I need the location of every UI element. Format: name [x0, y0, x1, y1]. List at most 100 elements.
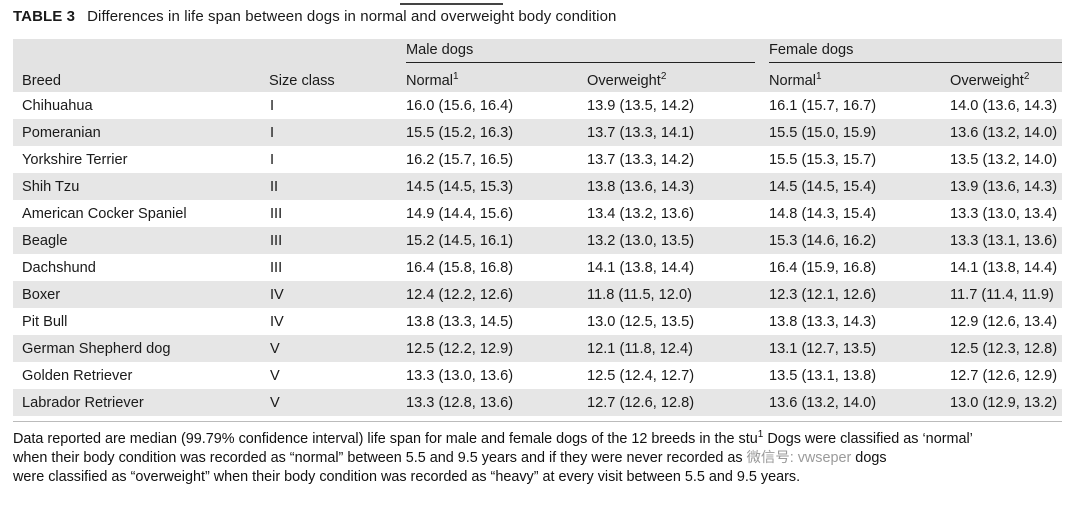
- table-header: Male dogs Female dogs Breed Size class N…: [13, 39, 1062, 92]
- footnote-line: Data reported are median (99.79% confide…: [13, 429, 973, 448]
- breed-cell: Shih Tzu: [13, 173, 260, 200]
- female-overweight-cell: 14.1 (13.8, 14.4): [950, 259, 1058, 276]
- breed-cell: Boxer: [13, 281, 260, 308]
- male-normal-cell: 14.5 (14.5, 15.3): [397, 173, 578, 200]
- breed-cell: Pomeranian: [13, 119, 260, 146]
- footnote-line: were classified as “overweight” when the…: [13, 469, 801, 485]
- female-group-rule: [769, 62, 1062, 63]
- table-title: Differences in life span between dogs in…: [87, 8, 617, 25]
- male-group-rule: [406, 62, 755, 63]
- female-overweight-cell: 13.3 (13.0, 13.4): [950, 205, 1058, 222]
- male-normal-cell: 12.5 (12.2, 12.9): [397, 335, 578, 362]
- size-class-cell: V: [270, 367, 280, 384]
- table-row: Dachshund III 16.4 (15.8, 16.8) 14.1 (13…: [13, 254, 1062, 281]
- male-overweight-cell: 12.1 (11.8, 12.4): [578, 335, 760, 362]
- female-overweight-cell: 12.7 (12.6, 12.9): [950, 367, 1058, 384]
- female-normal-cell: 13.8 (13.3, 14.3): [769, 313, 877, 330]
- table-row: Pit Bull IV 13.8 (13.3, 14.5) 13.0 (12.5…: [13, 308, 1062, 335]
- male-normal-cell: 13.3 (12.8, 13.6): [397, 389, 578, 416]
- breed-cell: Labrador Retriever: [13, 389, 260, 416]
- female-overweight-cell: 13.5 (13.2, 14.0): [950, 151, 1058, 168]
- male-overweight-cell: 13.0 (12.5, 13.5): [587, 313, 695, 330]
- male-overweight-cell: 13.7 (13.3, 14.2): [587, 151, 695, 168]
- female-overweight-column-header: Overweight2: [941, 65, 1062, 92]
- table-row: Labrador Retriever V 13.3 (12.8, 13.6) 1…: [13, 389, 1062, 416]
- male-normal-cell: 15.5 (15.2, 16.3): [397, 119, 578, 146]
- size-class-cell: I: [270, 97, 275, 114]
- female-normal-cell: 13.5 (13.1, 13.8): [769, 367, 877, 384]
- female-normal-cell: 12.3 (12.1, 12.6): [760, 281, 941, 308]
- female-overweight-cell: 12.5 (12.3, 12.8): [941, 335, 1062, 362]
- female-normal-cell: 16.4 (15.9, 16.8): [769, 259, 877, 276]
- breed-cell: Chihuahua: [22, 97, 93, 114]
- size-class-cell: V: [260, 335, 397, 362]
- female-normal-cell: 14.5 (14.5, 15.4): [760, 173, 941, 200]
- male-overweight-cell: 12.5 (12.4, 12.7): [587, 367, 695, 384]
- male-overweight-cell: 11.8 (11.5, 12.0): [578, 281, 760, 308]
- female-normal-cell: 14.8 (14.3, 15.4): [769, 205, 877, 222]
- lifespan-table: Male dogs Female dogs Breed Size class N…: [13, 39, 1062, 416]
- table-body: Chihuahua I 16.0 (15.6, 16.4) 13.9 (13.5…: [13, 92, 1062, 416]
- male-dogs-group-header: Male dogs: [397, 39, 760, 65]
- breed-cell: Beagle: [13, 227, 260, 254]
- breed-cell: Dachshund: [22, 259, 96, 276]
- size-class-cell: III: [260, 227, 397, 254]
- table-bottom-rule: [13, 421, 1062, 422]
- male-dogs-label: Male dogs: [406, 42, 474, 58]
- size-class-cell: III: [270, 205, 283, 222]
- size-class-cell: IV: [260, 281, 397, 308]
- table-row: Beagle III 15.2 (14.5, 16.1) 13.2 (13.0,…: [13, 227, 1062, 254]
- breed-cell: German Shepherd dog: [13, 335, 260, 362]
- breed-cell: American Cocker Spaniel: [22, 205, 187, 222]
- size-class-cell: I: [260, 119, 397, 146]
- female-normal-cell: 15.3 (14.6, 16.2): [760, 227, 941, 254]
- table-row: Yorkshire Terrier I 16.2 (15.7, 16.5) 13…: [13, 146, 1062, 173]
- male-normal-column-header: Normal1: [397, 65, 578, 92]
- table-label: TABLE 3: [13, 8, 76, 25]
- male-normal-cell: 12.4 (12.2, 12.6): [397, 281, 578, 308]
- breed-column-header: Breed: [13, 65, 260, 92]
- breed-cell: Golden Retriever: [22, 367, 133, 384]
- size-class-column-header: Size class: [260, 65, 397, 92]
- male-overweight-cell: 13.9 (13.5, 14.2): [587, 97, 695, 114]
- female-normal-cell: 16.1 (15.7, 16.7): [769, 97, 877, 114]
- male-normal-cell: 15.2 (14.5, 16.1): [397, 227, 578, 254]
- female-normal-cell: 15.5 (15.3, 15.7): [769, 151, 877, 168]
- male-normal-cell: 14.9 (14.4, 15.6): [406, 205, 514, 222]
- male-overweight-column-header: Overweight2: [578, 65, 760, 92]
- top-rule: [400, 3, 503, 5]
- female-overweight-cell: 13.6 (13.2, 14.0): [941, 119, 1062, 146]
- size-class-cell: III: [270, 259, 283, 276]
- female-dogs-group-header: Female dogs: [760, 39, 1062, 65]
- table-row: Golden Retriever V 13.3 (13.0, 13.6) 12.…: [13, 362, 1062, 389]
- female-normal-cell: 15.5 (15.0, 15.9): [760, 119, 941, 146]
- male-normal-cell: 16.4 (15.8, 16.8): [406, 259, 514, 276]
- table-footnote: Data reported are median (99.79% confide…: [13, 430, 1075, 487]
- size-class-cell: IV: [270, 313, 284, 330]
- male-normal-cell: 13.8 (13.3, 14.5): [406, 313, 514, 330]
- female-overweight-cell: 11.7 (11.4, 11.9): [941, 281, 1062, 308]
- table-row: Boxer IV 12.4 (12.2, 12.6) 11.8 (11.5, 1…: [13, 281, 1062, 308]
- male-overweight-cell: 13.7 (13.3, 14.1): [578, 119, 760, 146]
- table-row: American Cocker Spaniel III 14.9 (14.4, …: [13, 200, 1062, 227]
- female-overweight-cell: 13.3 (13.1, 13.6): [941, 227, 1062, 254]
- watermark-text: 微信号: vwseper: [742, 450, 852, 466]
- table-row: Shih Tzu II 14.5 (14.5, 15.3) 13.8 (13.6…: [13, 173, 1062, 200]
- female-normal-cell: 13.1 (12.7, 13.5): [760, 335, 941, 362]
- male-normal-cell: 16.0 (15.6, 16.4): [406, 97, 514, 114]
- breed-cell: Pit Bull: [22, 313, 68, 330]
- male-overweight-cell: 13.2 (13.0, 13.5): [578, 227, 760, 254]
- female-overweight-cell: 13.9 (13.6, 14.3): [941, 173, 1062, 200]
- size-class-cell: V: [260, 389, 397, 416]
- table-caption: TABLE 3 Differences in life span between …: [13, 8, 617, 25]
- female-overweight-cell: 13.0 (12.9, 13.2): [941, 389, 1062, 416]
- size-class-cell: II: [260, 173, 397, 200]
- male-overweight-cell: 14.1 (13.8, 14.4): [587, 259, 695, 276]
- female-normal-column-header: Normal1: [760, 65, 941, 92]
- footnote-line: when their body condition was recorded a…: [13, 450, 887, 466]
- male-overweight-cell: 13.8 (13.6, 14.3): [578, 173, 760, 200]
- table-row: German Shepherd dog V 12.5 (12.2, 12.9) …: [13, 335, 1062, 362]
- female-normal-cell: 13.6 (13.2, 14.0): [760, 389, 941, 416]
- male-overweight-cell: 12.7 (12.6, 12.8): [578, 389, 760, 416]
- male-normal-cell: 16.2 (15.7, 16.5): [406, 151, 514, 168]
